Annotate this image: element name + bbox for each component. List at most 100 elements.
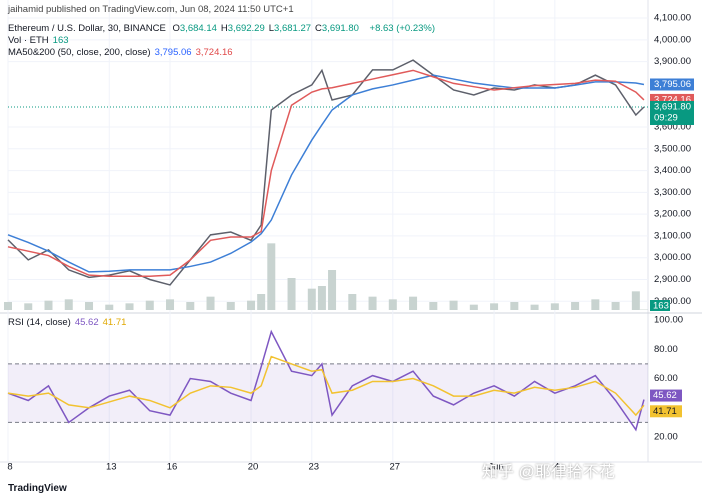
ohlc-key: L — [268, 23, 275, 34]
y-tick-label: 3,900.00 — [654, 56, 691, 67]
volume-bar — [530, 304, 539, 310]
rsi-tick-label: 100.00 — [654, 315, 683, 326]
rsi-legend: RSI (14, close) 45.62 41.71 — [8, 317, 130, 328]
volume-bar — [328, 270, 337, 310]
ohlc: O3,684.14 H3,692.29 L3,681.27 C3,691.80 — [173, 23, 363, 34]
volume-title: Vol · ETH — [8, 35, 49, 46]
volume-bar — [388, 299, 397, 310]
x-tick-label: 20 — [248, 462, 259, 473]
ma50-value: 3,724.16 — [195, 47, 233, 58]
volume-bar — [267, 243, 276, 310]
series-line — [7, 59, 645, 286]
volume-bar — [257, 294, 266, 310]
x-tick-label: 27 — [390, 462, 401, 473]
x-tick-label: 8 — [7, 462, 12, 473]
volume-bar — [287, 278, 296, 310]
series-line — [7, 329, 645, 432]
volume-bar — [409, 296, 418, 310]
y-tick-label: 4,000.00 — [654, 34, 691, 45]
y-tick-label: 3,000.00 — [654, 252, 691, 263]
volume-bar — [226, 302, 235, 310]
volume-bar — [247, 300, 256, 310]
volume-bar — [64, 299, 73, 310]
volume-bar — [631, 291, 640, 310]
y-tick-label: 3,600.00 — [654, 122, 691, 133]
y-tick-label: 2,900.00 — [654, 274, 691, 285]
volume-value: 163 — [52, 35, 69, 46]
volume-bar — [348, 294, 357, 310]
volume-legend: Vol · ETH 163 — [8, 35, 73, 46]
y-tick-label: 2,800.00 — [654, 296, 691, 307]
ma200-value: 3,795.06 — [154, 47, 192, 58]
volume-bar — [166, 299, 175, 310]
x-tick-label: Jun — [488, 462, 503, 473]
volume-bar — [206, 296, 215, 310]
volume-bar — [550, 303, 559, 310]
volume-bar — [125, 303, 134, 310]
ohlc-key: C — [315, 23, 322, 34]
x-tick-label: 16 — [167, 462, 178, 473]
x-tick-label: 13 — [106, 462, 117, 473]
rsi-tick-label: 80.00 — [654, 344, 678, 355]
ohlc-value: 3,691.80 — [321, 23, 359, 34]
volume-bar — [591, 299, 600, 310]
volume-bar — [317, 286, 326, 310]
ohlc-value: 3,692.29 — [227, 23, 265, 34]
rsi-title: RSI (14, close) — [8, 317, 71, 328]
rsi-tick-label: 60.00 — [654, 373, 678, 384]
series-line — [7, 69, 645, 277]
ma-title: MA50&200 (50, close, 200, close) — [8, 47, 151, 58]
volume-bar — [571, 302, 580, 310]
ma-legend: MA50&200 (50, close, 200, close) 3,795.06… — [8, 47, 237, 58]
x-tick-label: 4 — [554, 462, 559, 473]
y-tick-label: 3,100.00 — [654, 230, 691, 241]
y-tick-label: 3,500.00 — [654, 143, 691, 154]
brand: TradingView — [8, 483, 67, 494]
price-tag-label: 3,795.06 — [654, 79, 691, 90]
rsi-tag — [650, 389, 682, 402]
rsi-value: 45.62 — [74, 317, 99, 328]
symbol: Ethereum / U.S. Dollar, 30, BINANCE — [8, 23, 166, 34]
y-tick-label: 3,400.00 — [654, 165, 691, 176]
price-tag-label: 3,691.80 — [654, 102, 691, 113]
volume-tag — [650, 300, 670, 311]
published: jaihamid published on TradingView.com, J… — [8, 4, 294, 15]
volume-bar — [510, 302, 519, 310]
rsi-tag-label: 41.71 — [653, 406, 677, 417]
change: +8.63 (+0.23%) — [369, 23, 436, 34]
volume-bar — [449, 300, 458, 310]
volume-bar — [44, 300, 53, 310]
countdown: 09:29 — [654, 113, 678, 124]
ohlc-value: 3,684.14 — [179, 23, 217, 34]
rsi-tag-label: 45.62 — [653, 390, 677, 401]
rsi-ma-value: 41.71 — [102, 317, 127, 328]
y-tick-label: 3,200.00 — [654, 209, 691, 220]
volume-bar — [105, 304, 114, 310]
rsi-tag — [650, 405, 682, 418]
rsi-tick-label: 20.00 — [654, 432, 678, 443]
volume-bar — [469, 304, 478, 310]
volume-bar — [429, 302, 438, 310]
volume-bar — [4, 302, 12, 310]
series-line — [7, 74, 645, 273]
price-tag — [650, 78, 694, 91]
volume-bar — [611, 302, 620, 310]
volume-bar — [186, 302, 195, 310]
price-tag — [650, 100, 694, 125]
volume-bar — [145, 300, 154, 310]
series-line — [7, 355, 645, 417]
ohlc-key: O — [172, 23, 180, 34]
volume-bar — [85, 302, 94, 310]
volume-bar — [368, 296, 377, 310]
x-tick-label: 23 — [309, 462, 320, 473]
watermark: 知乎 @耶律拾不花 — [482, 464, 615, 481]
ohlc-value: 3,681.27 — [274, 23, 312, 34]
volume-bar — [24, 303, 33, 310]
symbol-legend: Ethereum / U.S. Dollar, 30, BINANCE O3,6… — [8, 23, 439, 34]
ohlc-key: H — [220, 23, 228, 34]
volume-bar — [490, 303, 499, 310]
y-tick-label: 4,100.00 — [654, 13, 691, 24]
volume-bar — [307, 288, 316, 310]
